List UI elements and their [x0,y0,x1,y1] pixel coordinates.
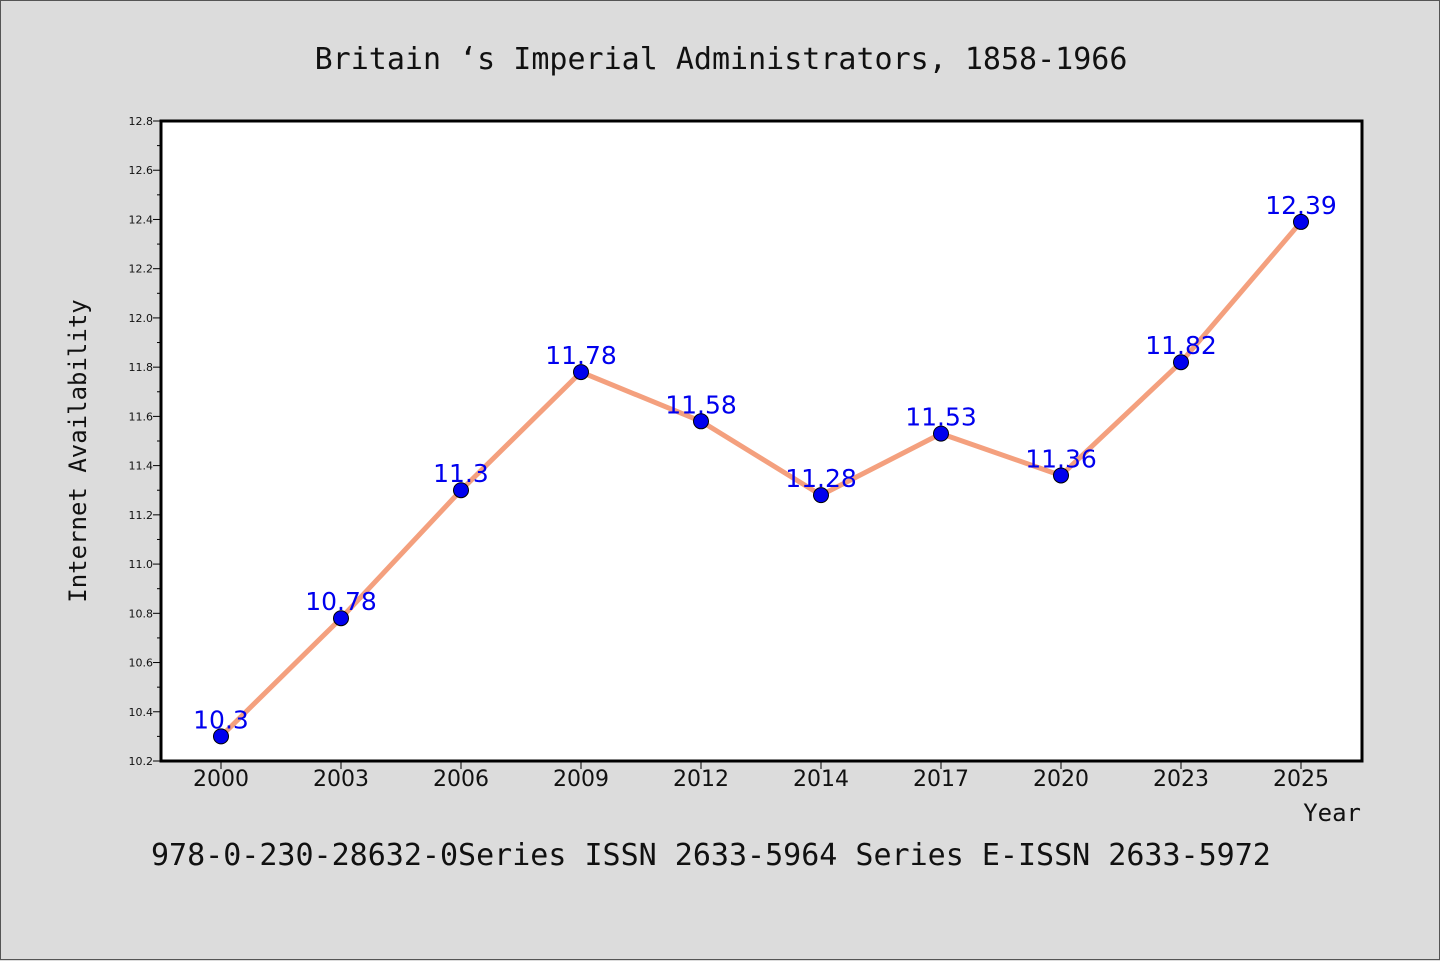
y-tick-label: 10.6 [129,657,154,670]
data-label: 10.3 [193,705,249,734]
y-tick-label: 12.8 [129,115,154,128]
chart-title: Britain ‘s Imperial Administrators, 1858… [315,42,1128,77]
data-label: 12.39 [1265,191,1337,220]
x-axis: 2000 2003 2006 2009 2012 2014 2017 2020 2023 2025 [193,761,1329,792]
x-tick-label: 2000 [193,767,249,792]
x-tick-label: 2012 [673,767,729,792]
data-label: 11.82 [1145,331,1217,360]
data-label: 10.78 [305,587,377,616]
data-label: 11.78 [545,341,617,370]
y-tick-label: 12.2 [129,263,154,276]
data-label: 11.3 [433,459,489,488]
x-tick-label: 2003 [313,767,369,792]
data-markers [213,213,1309,745]
data-label: 11.28 [785,464,857,493]
y-tick-label: 12.4 [129,213,154,226]
x-tick-label: 2020 [1033,767,1089,792]
footer-text: 978-0-230-28632-0Series ISSN 2633-5964 S… [151,838,1271,873]
data-point [813,487,829,504]
y-tick-label: 11.0 [129,558,154,571]
data-point [333,610,349,627]
y-tick-label: 12.0 [129,312,154,325]
y-tick-label: 11.8 [129,361,154,374]
data-label: 11.53 [905,403,977,432]
x-tick-label: 2017 [913,767,969,792]
y-tick-label: 10.8 [129,607,154,620]
data-label: 11.36 [1025,444,1097,473]
data-point [1293,213,1309,230]
series-line-group [218,219,1304,739]
y-tick-label: 11.6 [129,410,154,423]
x-tick-label: 2009 [553,767,609,792]
y-tick-label: 10.2 [129,755,154,768]
y-tick-label: 12.6 [129,164,154,177]
x-tick-label: 2023 [1153,767,1209,792]
data-point [573,364,589,381]
x-tick-label: 2014 [793,767,849,792]
y-axis-label: Internet Availability [64,299,92,602]
data-point [213,728,229,745]
plot-area [159,119,1364,763]
data-point [1053,467,1069,484]
data-labels: 10.3 10.78 11.3 11.78 11.58 11.28 11.53 11.36 11… [193,191,1337,734]
data-point [933,425,949,442]
y-axis: 10.2 10.4 10.6 10.8 11.0 11.2 11.4 11.6 11.8 12.0… [129,115,161,768]
data-point [1173,354,1189,371]
x-tick-label: 2025 [1273,767,1329,792]
x-tick-label: 2006 [433,767,489,792]
y-tick-label: 11.4 [129,460,154,473]
series-line [218,219,1304,739]
y-tick-label: 11.2 [129,509,154,522]
data-point [453,482,469,499]
y-tick-label: 10.4 [129,706,154,719]
x-axis-label: Year [1303,799,1361,827]
data-point [693,413,709,430]
data-label: 11.58 [665,390,737,419]
